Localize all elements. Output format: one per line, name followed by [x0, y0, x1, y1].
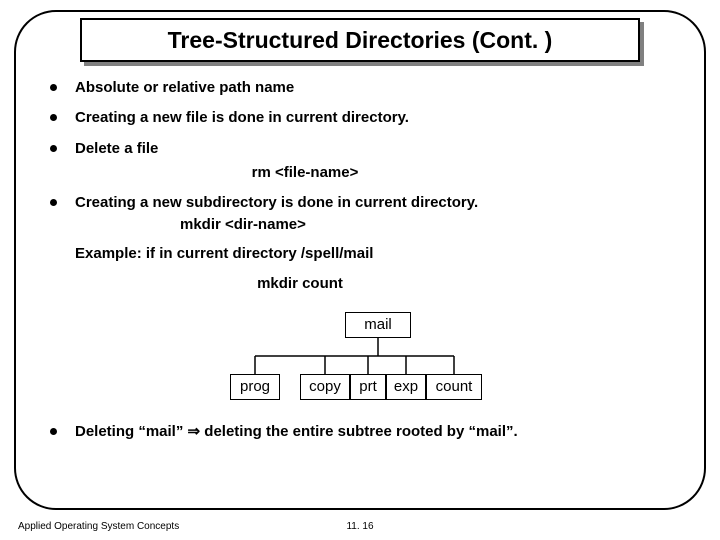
tree-child: prog — [230, 374, 280, 400]
content-area: Absolute or relative path name Creating … — [50, 78, 680, 442]
bullet-2: Creating a new file is done in current d… — [50, 108, 680, 128]
example-line: Example: if in current directory /spell/… — [50, 244, 680, 264]
bullet-5: Deleting “mail” ⇒ deleting the entire su… — [50, 422, 680, 442]
title-box: Tree-Structured Directories (Cont. ) — [80, 18, 640, 62]
bullet-3-text: Delete a file — [75, 139, 680, 159]
slide-title: Tree-Structured Directories (Cont. ) — [80, 18, 640, 62]
bullet-icon — [50, 428, 57, 435]
bullet-5-pre: Deleting “mail” — [75, 423, 188, 440]
implies-arrow: ⇒ — [188, 423, 201, 440]
bullet-4: Creating a new subdirectory is done in c… — [50, 193, 680, 213]
tree-child: prt — [350, 374, 386, 400]
mkdir-count: mkdir count — [50, 274, 680, 294]
bullet-icon — [50, 199, 57, 206]
tree-child: count — [426, 374, 482, 400]
mkdir-command: mkdir <dir-name> — [50, 215, 680, 235]
bullet-2-text: Creating a new file is done in current d… — [75, 108, 680, 128]
bullet-5-post: deleting the entire subtree rooted by “m… — [200, 423, 518, 440]
tree-child: exp — [386, 374, 426, 400]
bullet-icon — [50, 114, 57, 121]
bullet-1-text: Absolute or relative path name — [75, 78, 680, 98]
rm-command: rm <file-name> — [50, 163, 680, 183]
bullet-4-text: Creating a new subdirectory is done in c… — [75, 193, 680, 213]
tree-root: mail — [345, 312, 411, 338]
bullet-icon — [50, 84, 57, 91]
bullet-1: Absolute or relative path name — [50, 78, 680, 98]
bullet-icon — [50, 145, 57, 152]
tree-child: copy — [300, 374, 350, 400]
bullet-5-text: Deleting “mail” ⇒ deleting the entire su… — [75, 422, 680, 442]
bullet-3: Delete a file — [50, 139, 680, 159]
directory-tree: mail prog copyprtexpcount — [50, 312, 680, 408]
footer-page-number: 11. 16 — [0, 521, 720, 532]
